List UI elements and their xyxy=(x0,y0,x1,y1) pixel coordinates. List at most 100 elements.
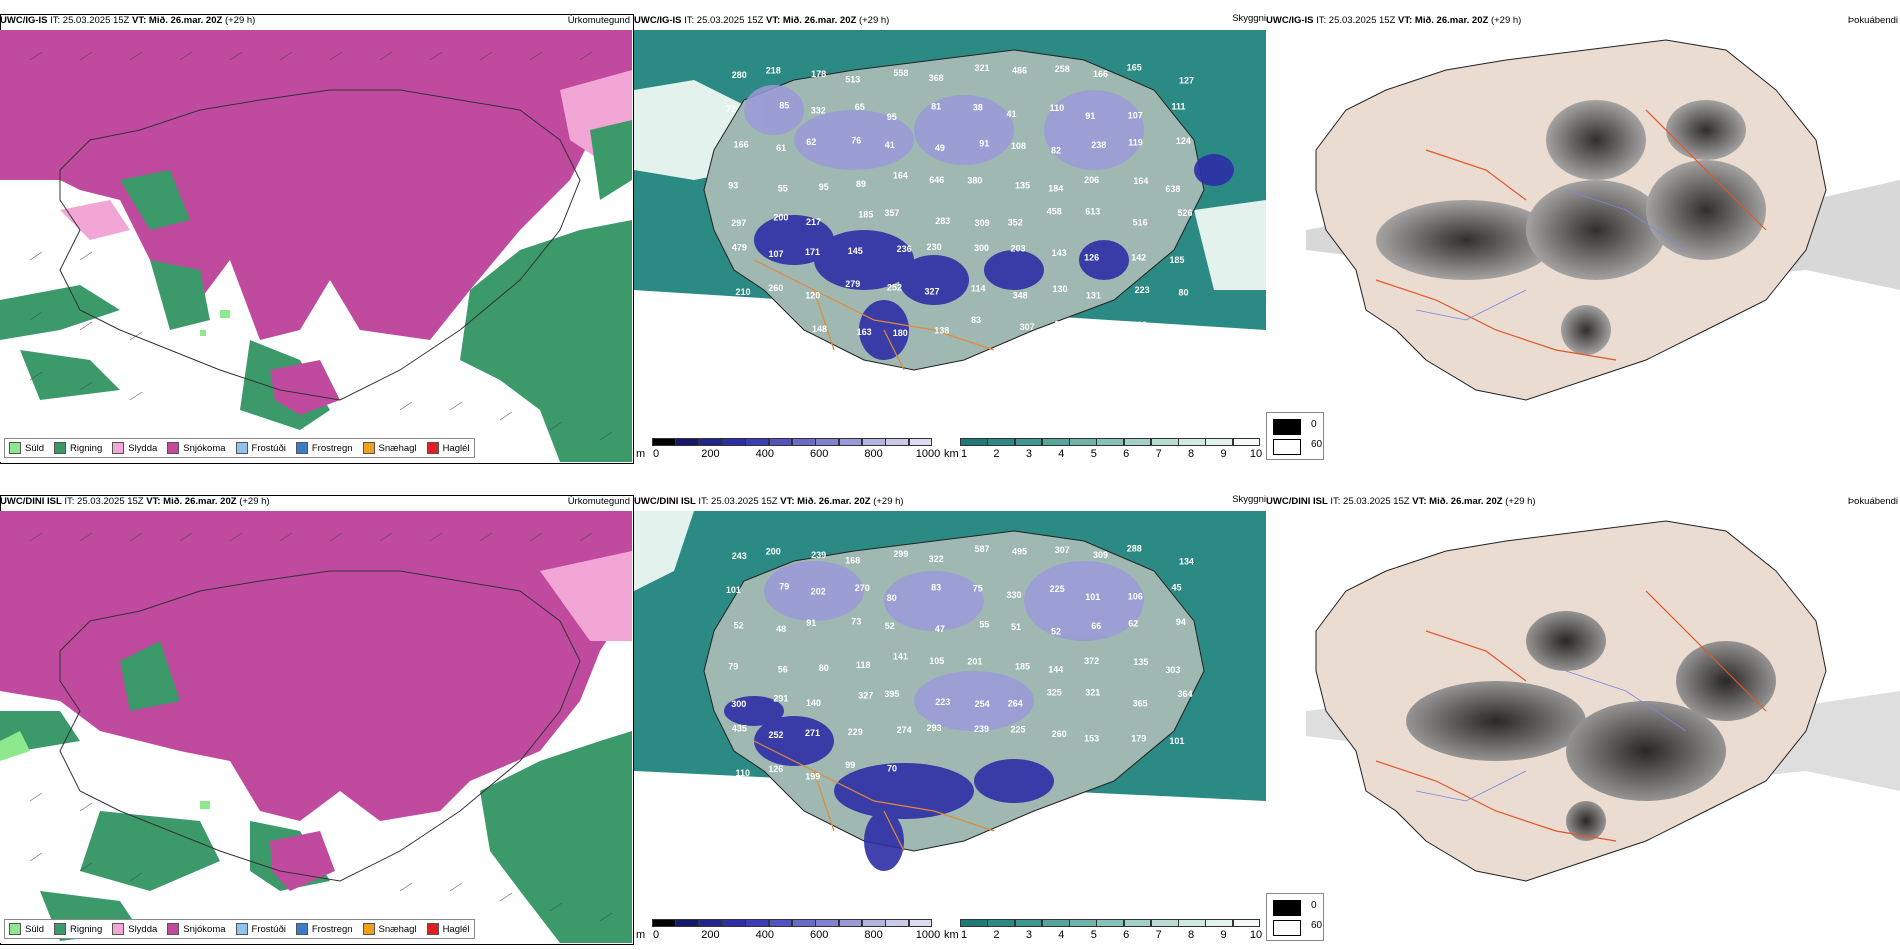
colorbar-segment xyxy=(1014,919,1043,927)
valid-time: VT: Mið. 26.mar. 20Z xyxy=(132,15,223,26)
colorbar-segment xyxy=(1096,438,1125,446)
panel-header: UWC/IG-IS IT: 25.03.2025 15Z VT: Mið. 26… xyxy=(1266,14,1521,28)
precip-map xyxy=(0,30,632,462)
cloud-base-label: 357 xyxy=(884,208,899,218)
init-time: IT: 25.03.2025 15Z xyxy=(50,15,130,26)
lead-time: (+29 h) xyxy=(1490,15,1522,26)
cloud-base-label: 380 xyxy=(967,176,982,186)
cloud-base-label: 85 xyxy=(779,101,789,111)
legend-swatch xyxy=(1273,900,1301,916)
cloud-base-label: 299 xyxy=(893,549,908,559)
cloud-base-label: 325 xyxy=(1047,688,1062,698)
cloud-base-label: 200 xyxy=(766,546,781,556)
cloud-base-label: 138 xyxy=(934,326,949,336)
panel-header: UWC/DINI ISL IT: 25.03.2025 15Z VT: Mið.… xyxy=(1266,495,1536,509)
cloud-base-label: 165 xyxy=(1127,63,1142,73)
cloud-base-label: 107 xyxy=(1128,110,1143,120)
cloud-base-label: 164 xyxy=(1133,176,1148,186)
colorbar-segment xyxy=(1232,438,1261,446)
colorbar-segment xyxy=(1178,438,1206,446)
cloud-base-label: 395 xyxy=(884,689,899,699)
visibility-colorbar: km 1 2 3 4 5 6 7 8 9 10 xyxy=(944,438,1264,462)
cloud-base-label: 110 xyxy=(1050,103,1065,113)
model-name: UWC/IG-IS xyxy=(1266,15,1314,26)
cloud-base-label: 178 xyxy=(811,69,826,79)
cloud-base-label: 300 xyxy=(974,243,989,253)
cloud-base-label: 513 xyxy=(845,74,860,84)
panel-title: Þokuábendi xyxy=(1847,15,1898,26)
colorbar-segment xyxy=(1014,438,1043,446)
cloud-base-label: 185 xyxy=(858,210,873,220)
colorbar-segment xyxy=(815,919,840,927)
cloud-base-label: 274 xyxy=(897,725,912,735)
cloud-base-label: 368 xyxy=(929,73,944,83)
cloud-base-label: 130 xyxy=(1053,284,1068,294)
colorbar-tick-label: 600 xyxy=(810,929,829,941)
visibility-map: 243 200 239 168 299 322 587 495 307 309 288 134 101 7… xyxy=(634,511,1266,911)
legend-label: 60 xyxy=(1311,439,1323,450)
cloud-base-label: 131 xyxy=(1086,291,1101,301)
cloud-base-label: 120 xyxy=(805,290,820,300)
colorbar-segment xyxy=(838,919,863,927)
init-time: IT: 25.03.2025 15Z xyxy=(1316,15,1396,26)
cloud-base-label: 309 xyxy=(1093,550,1108,560)
cloud-base-label: 56 xyxy=(778,665,788,675)
colorbar-tick-label: 200 xyxy=(701,448,720,460)
cloud-base-label: 66 xyxy=(1091,621,1101,631)
cloud-base-label: 118 xyxy=(856,660,871,670)
model-name: UWC/DINI ISL xyxy=(1266,496,1328,507)
cloud-base-label: 166 xyxy=(1093,69,1108,79)
panel-header: UWC/DINI ISL IT: 25.03.2025 15Z VT: Mið.… xyxy=(0,495,270,509)
cloud-base-label: 83 xyxy=(971,315,981,325)
cloud-base-label: 153 xyxy=(1084,734,1099,744)
visibility-colorbar: km 1 2 3 4 5 6 7 8 9 10 xyxy=(944,919,1264,943)
colorbar-segment xyxy=(862,919,886,927)
cloud-base-label: 114 xyxy=(971,283,986,293)
colorbar-tick-label: 3 xyxy=(1025,929,1032,941)
cloud-base-label: 83 xyxy=(931,582,941,592)
colorbar-tick-label: 0 xyxy=(652,448,660,460)
colorbar-segment xyxy=(1041,438,1070,446)
visibility-panel-2: UWC/DINI ISL IT: 25.03.2025 15Z VT: Mið.… xyxy=(634,494,1266,945)
cloud-base-label: 225 xyxy=(1054,320,1069,330)
cloud-base-label: 126 xyxy=(768,764,783,774)
cloud-base-label: 48 xyxy=(776,624,786,634)
cloud-base-label: 293 xyxy=(927,723,942,733)
colorbar-segment xyxy=(1205,919,1234,927)
colorbar-segment xyxy=(1150,919,1179,927)
cloud-base-label: 185 xyxy=(1169,255,1184,265)
cloud-base-label: 171 xyxy=(805,247,820,257)
cloud-base-label: 254 xyxy=(975,699,990,709)
cloud-base-label: 81 xyxy=(931,101,941,111)
cloud-base-label: 166 xyxy=(734,140,749,150)
cloud-base-label: 70 xyxy=(887,763,897,773)
cloud-base-label: 322 xyxy=(929,554,944,564)
fog-panel-2: UWC/DINI ISL IT: 25.03.2025 15Z VT: Mið.… xyxy=(1266,495,1900,945)
colorbar-tick-label: 7 xyxy=(1155,929,1162,941)
cloud-base-label: 95 xyxy=(819,182,829,192)
colorbar-segment xyxy=(675,438,700,446)
valid-time: VT: Mið. 26.mar. 20Z xyxy=(780,496,871,507)
cloud-base-label: 52 xyxy=(1051,627,1061,637)
cloud-base-label: 80 xyxy=(887,593,897,603)
colorbar-segment xyxy=(862,438,886,446)
cloud-base-label: 62 xyxy=(1128,618,1138,628)
cloud-base-label: 558 xyxy=(893,68,908,78)
cloud-base-label: 260 xyxy=(768,283,783,293)
colorbar-tick-label: 1 xyxy=(960,929,968,941)
precip-type-panel-2: UWC/DINI ISL IT: 25.03.2025 15Z VT: Mið.… xyxy=(0,495,634,945)
cloud-base-label: 180 xyxy=(893,328,908,338)
colorbar-segment xyxy=(722,919,746,927)
cloud-base-label: 134 xyxy=(1179,557,1194,567)
cloud-base-label: 144 xyxy=(1048,664,1063,674)
cloud-base-label: 300 xyxy=(731,699,746,709)
panel-title: Skyggni xyxy=(1232,494,1266,505)
legend-item: Frostúði xyxy=(235,923,286,935)
cloud-base-label: 79 xyxy=(728,662,738,672)
colorbar-segment xyxy=(792,438,816,446)
colorbar-tick-label: 600 xyxy=(810,448,829,460)
colorbar-segment xyxy=(652,919,676,927)
cloud-base-label: 62 xyxy=(806,137,816,147)
cloud-base-label: 352 xyxy=(1008,218,1023,228)
cloud-base-label: 73 xyxy=(851,616,861,626)
